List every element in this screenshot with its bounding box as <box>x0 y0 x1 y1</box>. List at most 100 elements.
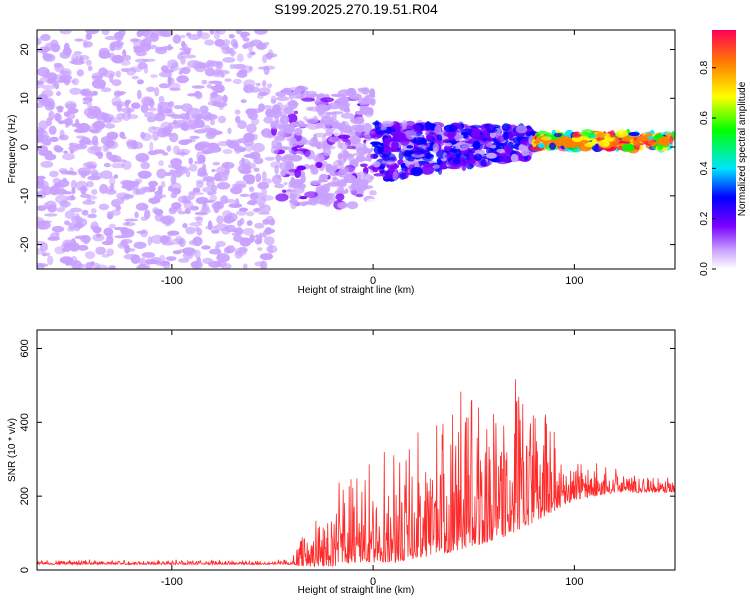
y-tick-label: 0 <box>19 144 31 150</box>
spectrogram-blob <box>239 217 245 225</box>
spectrogram-blob <box>255 82 261 87</box>
spectrogram-blob <box>255 234 260 239</box>
spectrogram-blob <box>410 166 423 177</box>
spectrogram-blob <box>217 115 227 124</box>
spectrogram-blob <box>339 166 350 175</box>
spectrogram-blob <box>223 169 230 179</box>
spectrogram-blob <box>317 107 325 116</box>
spectrogram-blob <box>80 193 92 198</box>
spectrogram-blob <box>472 140 481 150</box>
spectrogram-blob <box>358 184 367 189</box>
spectrogram-blob <box>111 199 121 208</box>
spectrogram-blob <box>166 145 172 152</box>
spectrogram-blob <box>243 84 255 94</box>
spectrogram-blob <box>361 87 370 95</box>
spectrogram-blob <box>246 220 253 226</box>
spectrogram-blob <box>165 256 177 261</box>
spectrogram-blob <box>490 144 497 149</box>
spectrogram-blob <box>281 87 293 94</box>
spectrogram-blob <box>518 143 527 152</box>
spectrogram-blob <box>254 30 268 35</box>
spectrogram-blob <box>584 143 595 147</box>
spectrogram-blob <box>168 106 173 113</box>
spectrogram-blob <box>261 187 267 198</box>
spectrogram-blob <box>209 194 217 203</box>
spectrogram-blob <box>154 112 166 122</box>
spectrogram-blob <box>43 213 58 217</box>
spectrogram-blob <box>222 94 228 103</box>
spectrogram-blob <box>121 111 131 121</box>
spectrogram-blob <box>346 201 359 210</box>
spectrogram-blob <box>37 66 50 77</box>
spectrogram-blob <box>158 83 170 89</box>
spectrogram-blob <box>254 261 265 267</box>
spectrogram-blob <box>234 109 241 115</box>
y-tick-label: 200 <box>19 487 31 505</box>
spectrogram-blob <box>112 55 125 64</box>
spectrogram-blob <box>188 157 193 165</box>
spectrogram-blob <box>407 157 415 162</box>
spectrogram-blob <box>88 105 101 116</box>
spectrogram-blob <box>99 84 106 89</box>
spectrogram-blob <box>533 140 540 144</box>
spectrogram-blob <box>410 124 422 133</box>
spectrogram-blob <box>37 80 44 85</box>
spectrogram-blob <box>571 133 582 138</box>
spectrogram-blob <box>183 54 197 59</box>
spectrogram-blob <box>53 144 62 152</box>
spectrogram-blob <box>663 137 670 147</box>
spectrogram-blob <box>49 136 59 143</box>
spectrogram-blob <box>141 252 156 258</box>
spectrogram-blob <box>555 140 564 147</box>
spectrogram-blob <box>252 133 258 141</box>
spectrogram-blob <box>222 148 233 155</box>
x-tick-label: -100 <box>161 576 183 588</box>
spectrogram-blob <box>98 203 110 211</box>
spectrogram-blob <box>71 215 83 224</box>
spectrogram-blob <box>127 140 135 150</box>
spectrogram-blob <box>344 188 349 194</box>
spectrogram-blob <box>143 97 152 106</box>
spectrogram-blob <box>182 195 188 204</box>
spectrogram-blob <box>212 87 218 96</box>
spectrogram-blob <box>443 130 457 138</box>
spectrogram-blob <box>253 167 260 172</box>
y-tick-label: 10 <box>19 92 31 104</box>
spectrogram-blob <box>115 70 122 78</box>
spectrogram-blob <box>77 122 91 133</box>
spectrogram-blob <box>197 172 209 177</box>
spectrogram-blob <box>197 141 211 149</box>
spectrogram-blob <box>185 226 196 235</box>
spectrogram-blob <box>39 46 51 53</box>
spectrogram-blob <box>297 183 307 188</box>
spectrogram-blob <box>114 235 128 239</box>
spectrogram-blob <box>87 65 93 72</box>
spectrogram-blob <box>214 260 227 268</box>
spectrogram-blob <box>315 161 323 169</box>
spectrogram-blob <box>372 153 378 159</box>
spectrogram-blob <box>77 244 89 251</box>
spectrogram-blob <box>80 185 87 195</box>
spectrogram-blob <box>246 123 257 134</box>
spectrogram-blob <box>338 102 349 110</box>
spectrogram-blob <box>150 74 158 78</box>
spectrogram-blob <box>146 86 156 93</box>
spectrogram-blob <box>85 59 92 66</box>
spectrogram-blob <box>145 258 159 265</box>
spectrogram-blob <box>269 109 282 119</box>
spectrogram-blob <box>167 185 174 192</box>
spectrogram-blob <box>647 139 655 145</box>
spectrogram-blob <box>62 47 72 56</box>
spectrogram-blob <box>91 75 104 79</box>
spectrogram-blob <box>275 193 289 202</box>
spectrogram-blob <box>188 240 198 246</box>
spectrogram-blob <box>156 168 167 179</box>
spectrogram-blob <box>90 169 99 178</box>
spectrogram-blob <box>182 223 188 229</box>
spectrogram-blob <box>131 75 140 80</box>
spectrogram-blob <box>134 211 139 219</box>
spectrogram-blob <box>108 265 116 269</box>
spectrogram-blob <box>257 92 268 96</box>
spectrogram-blob <box>308 164 316 170</box>
